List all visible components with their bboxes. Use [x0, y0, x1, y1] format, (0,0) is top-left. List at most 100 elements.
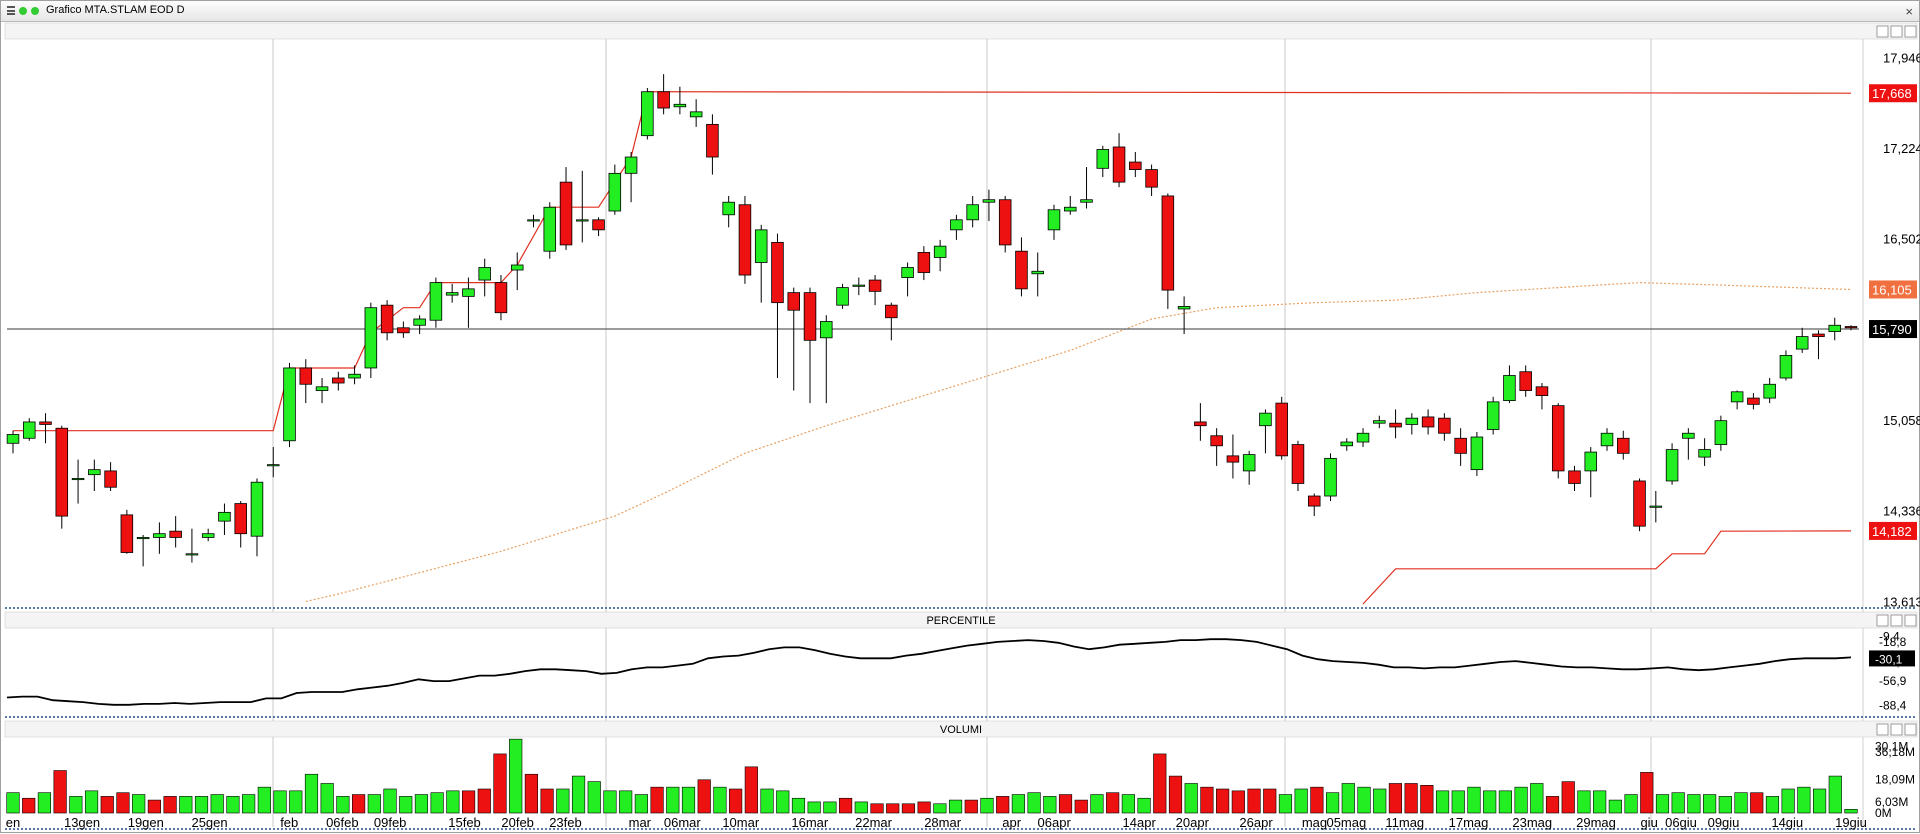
- candle-body: [803, 292, 817, 341]
- volume-panel-maximize-icon[interactable]: [1890, 723, 1903, 736]
- candle-body: [1340, 441, 1354, 447]
- volume-panel-minimize-icon[interactable]: [1876, 723, 1889, 736]
- menu-icon[interactable]: [7, 6, 15, 15]
- x-tick-label: 23feb: [549, 815, 582, 830]
- candle-body: [429, 282, 443, 321]
- volume-bar: [1200, 786, 1214, 814]
- price-panel-bar: [4, 22, 1918, 40]
- volume-bar: [948, 799, 963, 814]
- volume-bar: [37, 792, 52, 814]
- volume-bar: [1797, 786, 1811, 814]
- volume-bar: [226, 796, 240, 814]
- volume-bar: [461, 790, 476, 814]
- volume-panel-close-icon[interactable]: [1904, 723, 1917, 736]
- volume-bar: [1216, 788, 1230, 814]
- volume-bar: [1294, 788, 1308, 814]
- x-tick-label: 05mag: [1326, 815, 1366, 830]
- price-tick-label: 15,058: [1883, 413, 1920, 428]
- volume-bar: [1373, 788, 1387, 814]
- candle-body: [348, 373, 361, 379]
- candle-body: [23, 421, 36, 439]
- x-tick-label: 11mag: [1385, 815, 1424, 830]
- volume-bar: [509, 738, 523, 814]
- volume-bar: [22, 797, 36, 814]
- candle-body: [1584, 451, 1598, 472]
- volume-bar: [1153, 753, 1167, 814]
- candle-body: [120, 514, 134, 553]
- candle-body: [1698, 449, 1711, 458]
- price-tag: [1869, 84, 1917, 103]
- volume-bar: [100, 796, 114, 814]
- x-tick-label: giu: [1640, 815, 1657, 830]
- candle-body: [1519, 371, 1532, 391]
- candle-body: [1015, 250, 1028, 290]
- x-tick-label: mar: [629, 815, 652, 830]
- candle-body: [1600, 432, 1614, 447]
- close-icon[interactable]: ×: [1905, 4, 1913, 19]
- volume-bar: [1750, 792, 1764, 814]
- volume-bar: [587, 781, 601, 814]
- x-tick-label: apr: [1002, 815, 1021, 830]
- volume-bar: [823, 801, 837, 814]
- candle-body: [1454, 437, 1467, 454]
- x-tick-label: 20apr: [1176, 815, 1210, 830]
- volume-bar: [1451, 790, 1465, 814]
- title-bar[interactable]: Grafico MTA.STLAM EOD D ×: [1, 1, 1919, 22]
- percentile-panel-minimize-icon[interactable]: [1876, 614, 1889, 627]
- price-tick-label: 17,224: [1883, 141, 1920, 156]
- volume-bar: [917, 801, 931, 814]
- volume-bar: [681, 786, 696, 814]
- volume-bar: [901, 803, 916, 814]
- volume-tick-label: 30,1M: [1875, 740, 1908, 754]
- candle-body: [397, 327, 410, 334]
- x-tick-label: mag: [1302, 815, 1327, 830]
- price-tick-label: 13,613: [1883, 594, 1920, 609]
- candle-body: [836, 287, 849, 306]
- volume-bar: [1687, 794, 1701, 814]
- price-panel-close-icon[interactable]: [1904, 25, 1917, 38]
- volume-bar: [1530, 783, 1544, 814]
- candle-body: [364, 307, 378, 369]
- x-tick-label: 06apr: [1038, 815, 1072, 830]
- percentile-panel-close-icon[interactable]: [1904, 614, 1917, 627]
- price-tag-label: 15,790: [1872, 322, 1912, 337]
- candle-body: [1649, 505, 1663, 508]
- volume-bar: [603, 790, 617, 814]
- volume-bar: [1734, 792, 1748, 814]
- x-tick-label: 29mag: [1576, 815, 1616, 830]
- volume-bar: [289, 790, 303, 814]
- percentile-panel-maximize-icon[interactable]: [1890, 614, 1903, 627]
- volume-bar: [493, 753, 507, 814]
- price-tag-label: 17,668: [1872, 86, 1912, 101]
- percentile-tick-label: -18,8: [1879, 635, 1907, 649]
- volume-bar: [1608, 799, 1622, 814]
- x-tick-label: 10mar: [722, 815, 760, 830]
- candle-body: [738, 204, 752, 276]
- volume-tick-label: 0M: [1875, 806, 1892, 820]
- candle-body: [1226, 455, 1240, 463]
- candle-body: [201, 533, 215, 538]
- volume-bar: [53, 770, 67, 814]
- candle-body: [689, 111, 703, 118]
- x-tick-label: 09feb: [374, 815, 407, 830]
- volume-bar: [84, 790, 99, 814]
- volume-bar: [791, 797, 806, 814]
- volume-bar: [729, 788, 743, 814]
- volume-bar: [1640, 772, 1654, 814]
- candle-body: [950, 219, 963, 231]
- volume-bar: [194, 796, 209, 814]
- price-panel-minimize-icon[interactable]: [1876, 25, 1889, 38]
- candle-body: [1617, 437, 1630, 454]
- candle-body: [1730, 391, 1744, 403]
- x-tick-label: 20feb: [501, 815, 534, 830]
- volume-bar: [524, 773, 538, 814]
- volume-bar: [571, 775, 586, 814]
- percentile-panel-bar: [4, 611, 1918, 629]
- volume-bar: [1388, 783, 1403, 814]
- candle-body: [787, 292, 800, 311]
- candle-body: [1275, 402, 1288, 457]
- volume-bar: [477, 788, 491, 814]
- x-tick-label: 13gen: [64, 815, 100, 830]
- price-panel-maximize-icon[interactable]: [1890, 25, 1903, 38]
